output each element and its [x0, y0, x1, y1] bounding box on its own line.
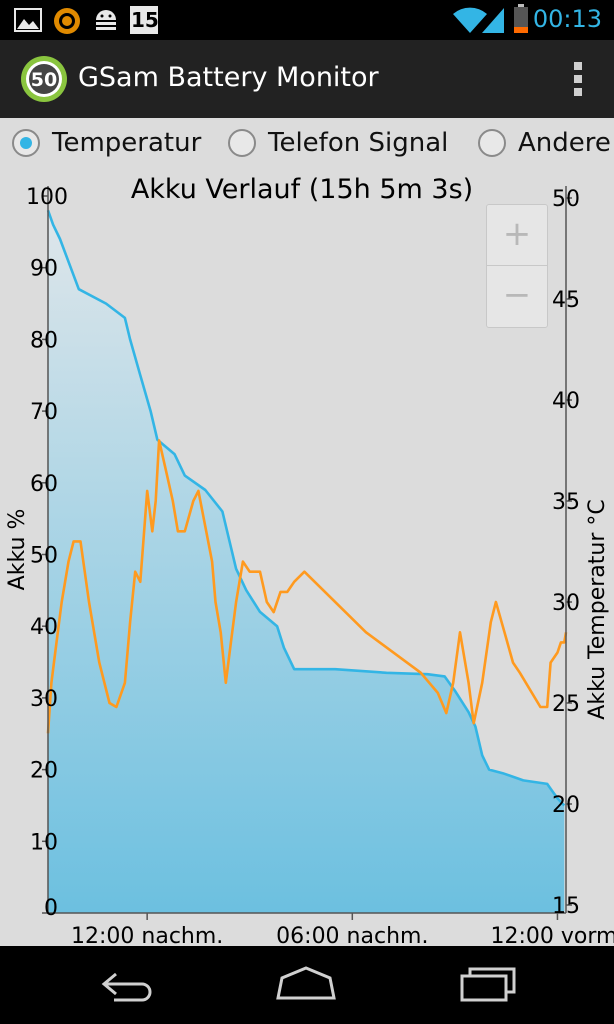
- radio-button-icon[interactable]: [12, 129, 40, 157]
- y-tick-label: 60: [30, 472, 58, 497]
- image-icon: [14, 8, 42, 32]
- home-icon[interactable]: [274, 964, 338, 1004]
- y-tick-label: 20: [30, 759, 58, 784]
- y-tick-label: 70: [30, 400, 58, 425]
- y-tick-label: 0: [44, 896, 58, 921]
- y-tick-label: 30: [30, 687, 58, 712]
- overflow-menu-icon[interactable]: [572, 62, 584, 96]
- battery-icon: [514, 4, 528, 33]
- gsam-icon: [54, 8, 80, 34]
- radio-temperatur[interactable]: Temperatur: [12, 128, 212, 158]
- recent-apps-icon[interactable]: [456, 964, 520, 1004]
- zoom-out-button[interactable]: −: [502, 275, 532, 315]
- zoom-in-button[interactable]: +: [487, 205, 547, 266]
- y2-axis-label: Akku Temperatur °C: [585, 499, 610, 719]
- radio-label: Temperatur: [52, 128, 202, 158]
- chart-title: Akku Verlauf (15h 5m 3s): [131, 174, 473, 205]
- app-icon-badge: 50: [31, 69, 57, 91]
- y2-tick-label: 15: [552, 894, 580, 919]
- radio-label: Andere: [518, 128, 611, 158]
- back-icon[interactable]: [96, 964, 160, 1004]
- radio-telefon-signal[interactable]: Telefon Signal: [228, 128, 458, 158]
- status-bar: 15 00:13: [0, 0, 614, 40]
- radio-button-icon[interactable]: [478, 129, 506, 157]
- calendar-day: 15: [131, 8, 159, 32]
- radio-andere[interactable]: Andere: [478, 128, 614, 158]
- y2-tick-label: 20: [552, 793, 580, 818]
- series-1-line: [46, 439, 568, 734]
- y2-tick-label: 25: [552, 692, 580, 717]
- calendar-icon: 15: [130, 6, 159, 34]
- app-title: GSam Battery Monitor: [78, 62, 379, 93]
- series-0-line: [46, 209, 566, 807]
- clock: 00:13: [532, 5, 602, 33]
- wifi-icon: [453, 7, 487, 34]
- radio-selected-dot: [20, 137, 32, 149]
- y2-tick-label: 50: [552, 187, 580, 212]
- signal-icon: [482, 8, 504, 33]
- y-tick-label: 10: [30, 830, 58, 855]
- y2-tick-label: 35: [552, 490, 580, 515]
- radio-button-icon[interactable]: [228, 129, 256, 157]
- x-tick-label: 12:00 nachm.: [71, 924, 223, 946]
- battery-history-chart[interactable]: Akku % Akku Temperatur °C 0 10 20 30 40 50 60 7…: [0, 168, 614, 946]
- android-update-icon: [96, 10, 116, 30]
- y-tick-label: 80: [30, 328, 58, 353]
- gsam-app-icon[interactable]: 50: [20, 55, 68, 103]
- x-tick-label: 12:00 vorm.: [490, 924, 614, 946]
- x-tick-label: 06:00 nachm.: [276, 924, 428, 946]
- content-area: Temperatur Telefon Signal Andere Akku % …: [0, 118, 614, 946]
- y-tick-label: 90: [30, 257, 58, 282]
- y-axis-label: Akku %: [5, 509, 30, 591]
- y-tick-label: 100: [26, 185, 68, 210]
- y-tick-label: 50: [30, 544, 58, 569]
- zoom-controls: + −: [486, 204, 548, 328]
- y2-tick-label: 45: [552, 288, 580, 313]
- radio-label: Telefon Signal: [268, 128, 449, 158]
- navigation-bar: [0, 946, 614, 1024]
- y-tick-label: 40: [30, 615, 58, 640]
- action-bar: 50 GSam Battery Monitor: [0, 40, 614, 118]
- y2-tick-label: 30: [552, 591, 580, 616]
- y2-tick-label: 40: [552, 389, 580, 414]
- chart-type-radio-group: Temperatur Telefon Signal Andere: [0, 118, 614, 168]
- series-0-area: [48, 210, 565, 914]
